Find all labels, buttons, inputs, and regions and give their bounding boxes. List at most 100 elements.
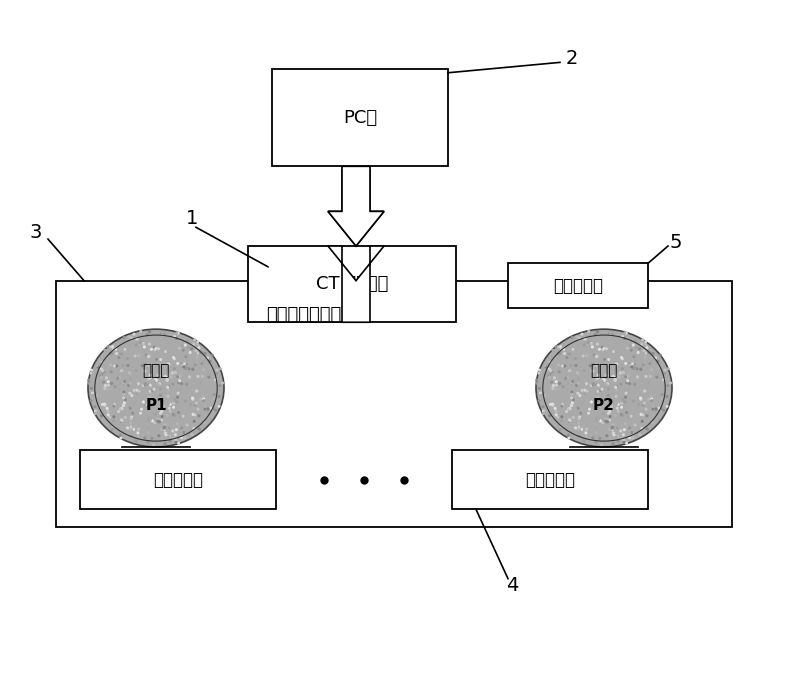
- Point: [553, 384, 566, 395]
- Point: [649, 352, 662, 363]
- Point: [186, 429, 198, 440]
- Point: [171, 358, 184, 369]
- Point: [590, 380, 603, 391]
- Point: [189, 409, 202, 420]
- Point: [613, 372, 626, 383]
- Point: [161, 372, 174, 383]
- Point: [576, 385, 589, 396]
- Point: [626, 358, 639, 369]
- Point: [586, 376, 599, 387]
- Point: [137, 396, 150, 407]
- Point: [169, 367, 182, 378]
- Point: [198, 350, 210, 361]
- Point: [618, 327, 631, 338]
- Point: [173, 343, 186, 354]
- Point: [641, 342, 654, 353]
- Point: [165, 372, 178, 383]
- Point: [105, 384, 118, 395]
- Point: [180, 378, 193, 389]
- Point: [134, 382, 147, 393]
- Point: [144, 400, 157, 411]
- Point: [174, 411, 186, 422]
- Point: [572, 374, 585, 385]
- Point: [572, 421, 585, 432]
- Point: [186, 364, 199, 375]
- Point: [565, 392, 578, 403]
- Point: [565, 400, 578, 411]
- Point: [645, 392, 658, 403]
- Point: [163, 422, 176, 433]
- Point: [162, 381, 175, 392]
- Point: [170, 435, 182, 446]
- Point: [110, 360, 123, 371]
- Point: [550, 410, 562, 421]
- Point: [162, 398, 175, 409]
- Point: [623, 422, 636, 433]
- Point: [198, 348, 211, 359]
- Point: [157, 401, 170, 412]
- Text: P1: P1: [145, 398, 167, 413]
- Point: [125, 333, 138, 344]
- Point: [610, 398, 623, 409]
- Point: [539, 390, 552, 401]
- Point: [631, 371, 644, 383]
- Point: [107, 401, 120, 412]
- Point: [102, 380, 115, 391]
- Point: [553, 348, 566, 359]
- Point: [142, 401, 154, 412]
- Point: [600, 414, 613, 425]
- Point: [615, 352, 628, 363]
- Point: [127, 415, 140, 426]
- Point: [597, 417, 610, 428]
- Point: [581, 385, 594, 396]
- Point: [571, 388, 584, 399]
- Point: [617, 429, 630, 440]
- Point: [118, 344, 131, 355]
- Point: [92, 362, 105, 373]
- Point: [549, 403, 562, 414]
- Point: [602, 354, 615, 365]
- Point: [578, 333, 591, 344]
- Point: [620, 328, 633, 339]
- Point: [585, 337, 598, 349]
- Point: [153, 378, 166, 389]
- Point: [638, 407, 651, 419]
- Point: [159, 428, 172, 439]
- Point: [634, 343, 646, 354]
- Point: [142, 401, 155, 412]
- Point: [610, 381, 623, 392]
- Point: [142, 423, 154, 434]
- Point: [193, 424, 206, 435]
- Point: [186, 392, 199, 403]
- Point: [583, 403, 596, 414]
- Point: [636, 416, 649, 427]
- Point: [605, 401, 618, 412]
- Point: [608, 430, 621, 441]
- Point: [537, 401, 550, 412]
- Point: [537, 361, 550, 372]
- Point: [186, 409, 199, 420]
- Point: [572, 378, 585, 389]
- Point: [597, 374, 610, 385]
- Point: [201, 352, 214, 363]
- Point: [137, 337, 150, 349]
- Point: [138, 376, 151, 387]
- Point: [585, 396, 598, 407]
- Point: [590, 401, 602, 412]
- Point: [193, 342, 206, 353]
- Point: [567, 394, 580, 405]
- Point: [563, 414, 576, 426]
- Point: [646, 350, 658, 361]
- Point: [626, 432, 639, 443]
- Point: [89, 401, 102, 412]
- Point: [574, 390, 586, 401]
- Point: [173, 371, 186, 382]
- Point: [600, 416, 613, 427]
- Point: [616, 331, 629, 342]
- Point: [571, 339, 584, 350]
- Point: [91, 390, 104, 401]
- Point: [554, 421, 567, 432]
- Point: [550, 376, 562, 387]
- Point: [172, 377, 185, 388]
- Point: [625, 360, 638, 371]
